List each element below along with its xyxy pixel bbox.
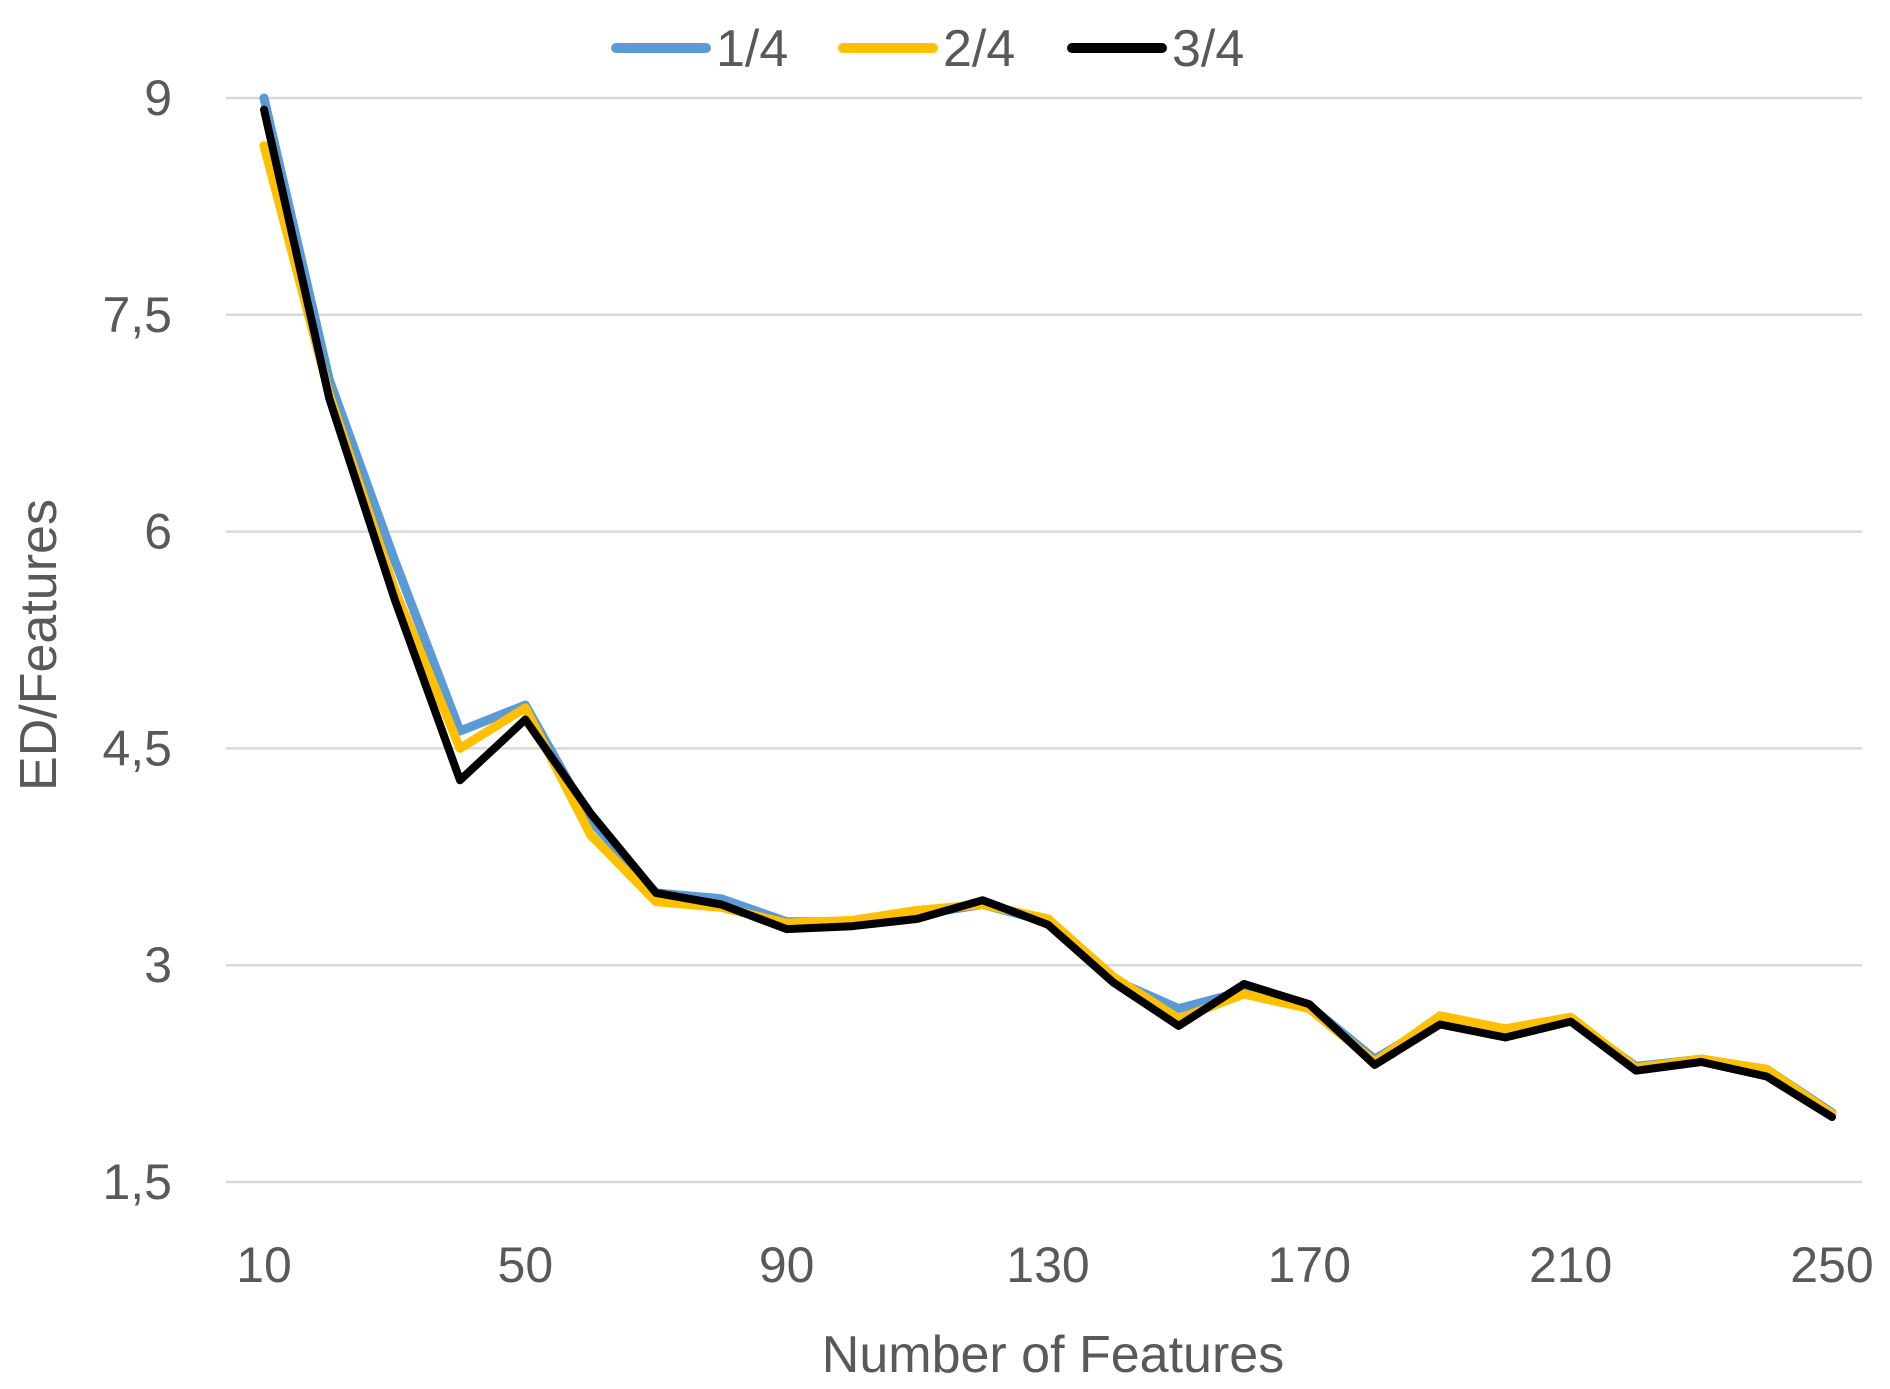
x-tick-label: 50 [498, 1237, 554, 1293]
x-tick-label: 90 [759, 1237, 815, 1293]
y-tick-label: 3 [144, 937, 172, 993]
y-axis-ticks: 1,5 3 4,5 6 7,5 9 [102, 70, 172, 1210]
y-tick-label: 1,5 [102, 1154, 172, 1210]
y-tick-label: 9 [144, 70, 172, 126]
series-line-3 [260, 105, 1836, 1121]
series-line-2 [259, 141, 1837, 1119]
y-tick-label: 7,5 [102, 287, 172, 343]
legend-label: 1/4 [716, 20, 788, 78]
x-tick-label: 250 [1790, 1237, 1873, 1293]
x-axis-ticks: 10 50 90 130 170 210 250 [236, 1237, 1874, 1293]
y-axis-title: ED/Features [10, 499, 68, 791]
gridlines [226, 96, 1862, 1184]
y-tick-label: 4,5 [102, 720, 172, 776]
legend-label: 2/4 [943, 20, 1015, 78]
x-tick-label: 210 [1529, 1237, 1612, 1293]
legend-label: 3/4 [1172, 20, 1244, 78]
x-axis-title: Number of Features [822, 1326, 1284, 1384]
legend: 1/4 2/4 3/4 [611, 20, 1244, 78]
x-tick-label: 130 [1006, 1237, 1089, 1293]
series-line-1 [259, 93, 1837, 1118]
y-tick-label: 6 [144, 504, 172, 560]
series-lines [259, 93, 1837, 1121]
x-tick-label: 10 [236, 1237, 292, 1293]
x-tick-label: 170 [1268, 1237, 1351, 1293]
